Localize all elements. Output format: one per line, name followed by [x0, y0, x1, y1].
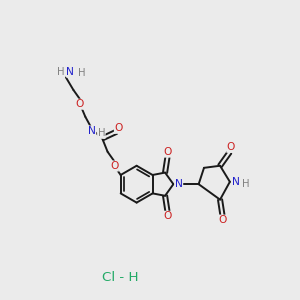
Text: H: H: [242, 178, 250, 189]
Text: O: O: [163, 211, 172, 221]
Text: O: O: [218, 215, 226, 225]
Text: Cl - H: Cl - H: [102, 271, 139, 284]
Text: N: N: [67, 67, 74, 77]
Text: O: O: [227, 142, 235, 152]
Text: O: O: [114, 123, 123, 133]
Text: O: O: [163, 147, 172, 157]
Text: N: N: [175, 179, 183, 189]
Text: H: H: [57, 68, 64, 77]
Text: N: N: [88, 126, 96, 136]
Text: O: O: [110, 161, 118, 171]
Text: H: H: [78, 68, 85, 78]
Text: N: N: [232, 177, 240, 187]
Text: H: H: [98, 128, 105, 138]
Text: O: O: [76, 99, 84, 109]
